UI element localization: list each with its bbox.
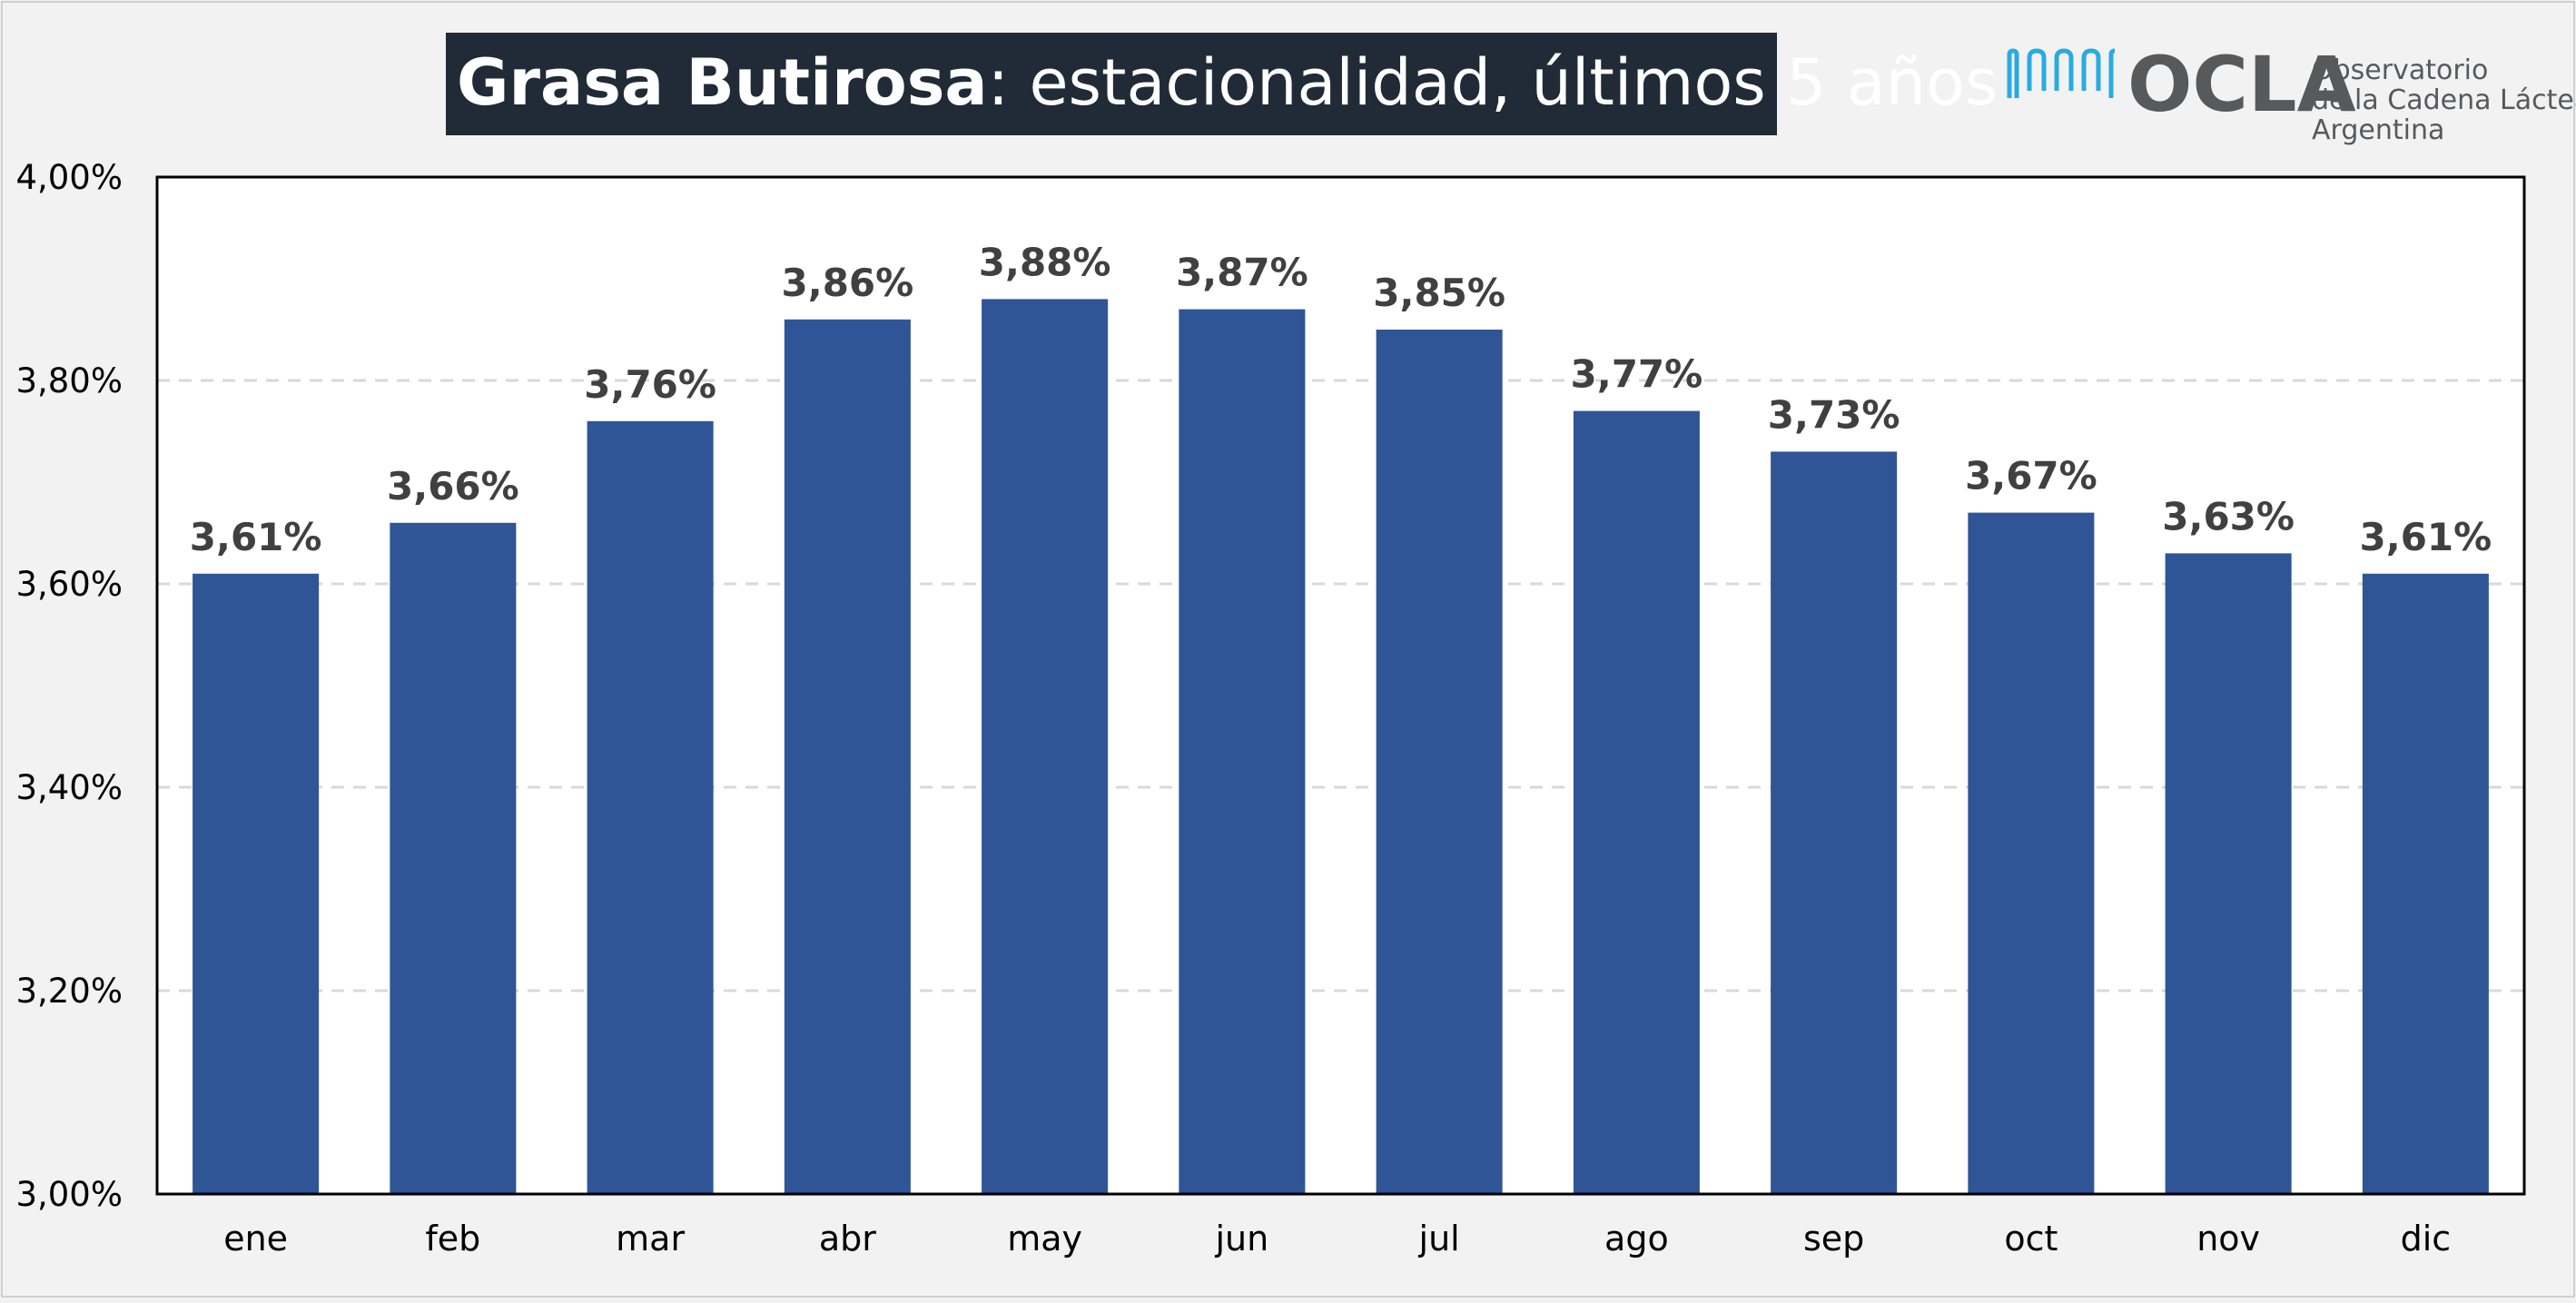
ocla-logo-line1: Observatorio [2312,54,2488,86]
bar-abr [784,319,911,1194]
x-tick-label: dic [2401,1219,2452,1259]
bar-ago [1573,410,1700,1195]
ocla-logo-line2: de la Cadena Láctea [2312,84,2576,116]
chart-title-group: Grasa Butirosa: estacionalidad, últimos … [446,33,1998,135]
x-axis-ticks: ene feb mar abr may jun jul ago sep oct nov dic [223,1219,2451,1259]
y-tick-label: 3,40% [15,768,123,807]
data-label: 3,76% [584,362,716,407]
x-tick-label: ago [1604,1219,1669,1259]
data-label: 3,73% [1768,392,1900,437]
x-tick-label: may [1007,1219,1082,1259]
bar-may [982,299,1109,1194]
x-tick-label: ene [223,1219,288,1259]
data-label: 3,77% [1571,352,1703,397]
y-axis-ticks: 3,00% 3,20% 3,40% 3,60% 3,80% 4,00% [15,158,123,1214]
data-label: 3,63% [2162,494,2295,538]
bar-jul [1376,330,1503,1194]
data-label: 3,61% [2360,515,2492,559]
y-tick-label: 3,80% [15,361,123,400]
plot-area [157,177,2524,1194]
data-label: 3,67% [1965,454,2097,498]
bar-jun [1179,309,1306,1195]
data-label: 3,61% [190,515,322,559]
data-labels: 3,61% 3,66% 3,76% 3,86% 3,88% 3,87% 3,85% 3,77%… [190,240,2492,558]
data-label: 3,87% [1176,251,1308,295]
chart-title-regular: : estacionalidad, últimos 5 años [988,45,1999,120]
chart-title-background [446,33,1777,135]
y-tick-label: 3,00% [15,1175,123,1214]
x-tick-label: jun [1215,1219,1269,1259]
ocla-wave-icon [2007,48,2116,98]
x-tick-label: sep [1803,1219,1864,1259]
chart-title-bold: Grasa Butirosa [457,45,988,120]
ocla-logo-line3: Argentina [2312,114,2444,146]
x-tick-label: nov [2196,1219,2260,1259]
bar-oct [1968,512,2095,1194]
y-tick-label: 3,60% [15,565,123,604]
y-tick-label: 3,20% [15,972,123,1011]
data-label: 3,85% [1373,271,1505,315]
y-tick-label: 4,00% [15,158,123,197]
bar-series [192,299,2489,1195]
bar-nov [2165,553,2292,1194]
bar-ene [192,573,320,1194]
bar-sep [1771,451,1898,1194]
gridlines [157,379,2524,992]
data-label: 3,66% [387,464,519,508]
x-tick-label: feb [425,1219,480,1259]
ocla-logo-name: OCLA [2127,40,2356,129]
x-tick-label: mar [616,1219,685,1259]
x-tick-label: abr [819,1219,876,1259]
bar-mar [587,420,714,1194]
plot-border [155,175,2526,1196]
x-tick-label: jul [1418,1219,1460,1259]
data-label: 3,88% [979,240,1111,284]
x-tick-label: oct [2004,1219,2058,1259]
data-label: 3,86% [782,261,914,305]
ocla-logo: OCLA Observatorio de la Cadena Láctea Ar… [2007,40,2576,146]
chart-title: Grasa Butirosa: estacionalidad, últimos … [457,45,1998,120]
bar-feb [390,522,517,1194]
bar-dic [2362,573,2489,1194]
